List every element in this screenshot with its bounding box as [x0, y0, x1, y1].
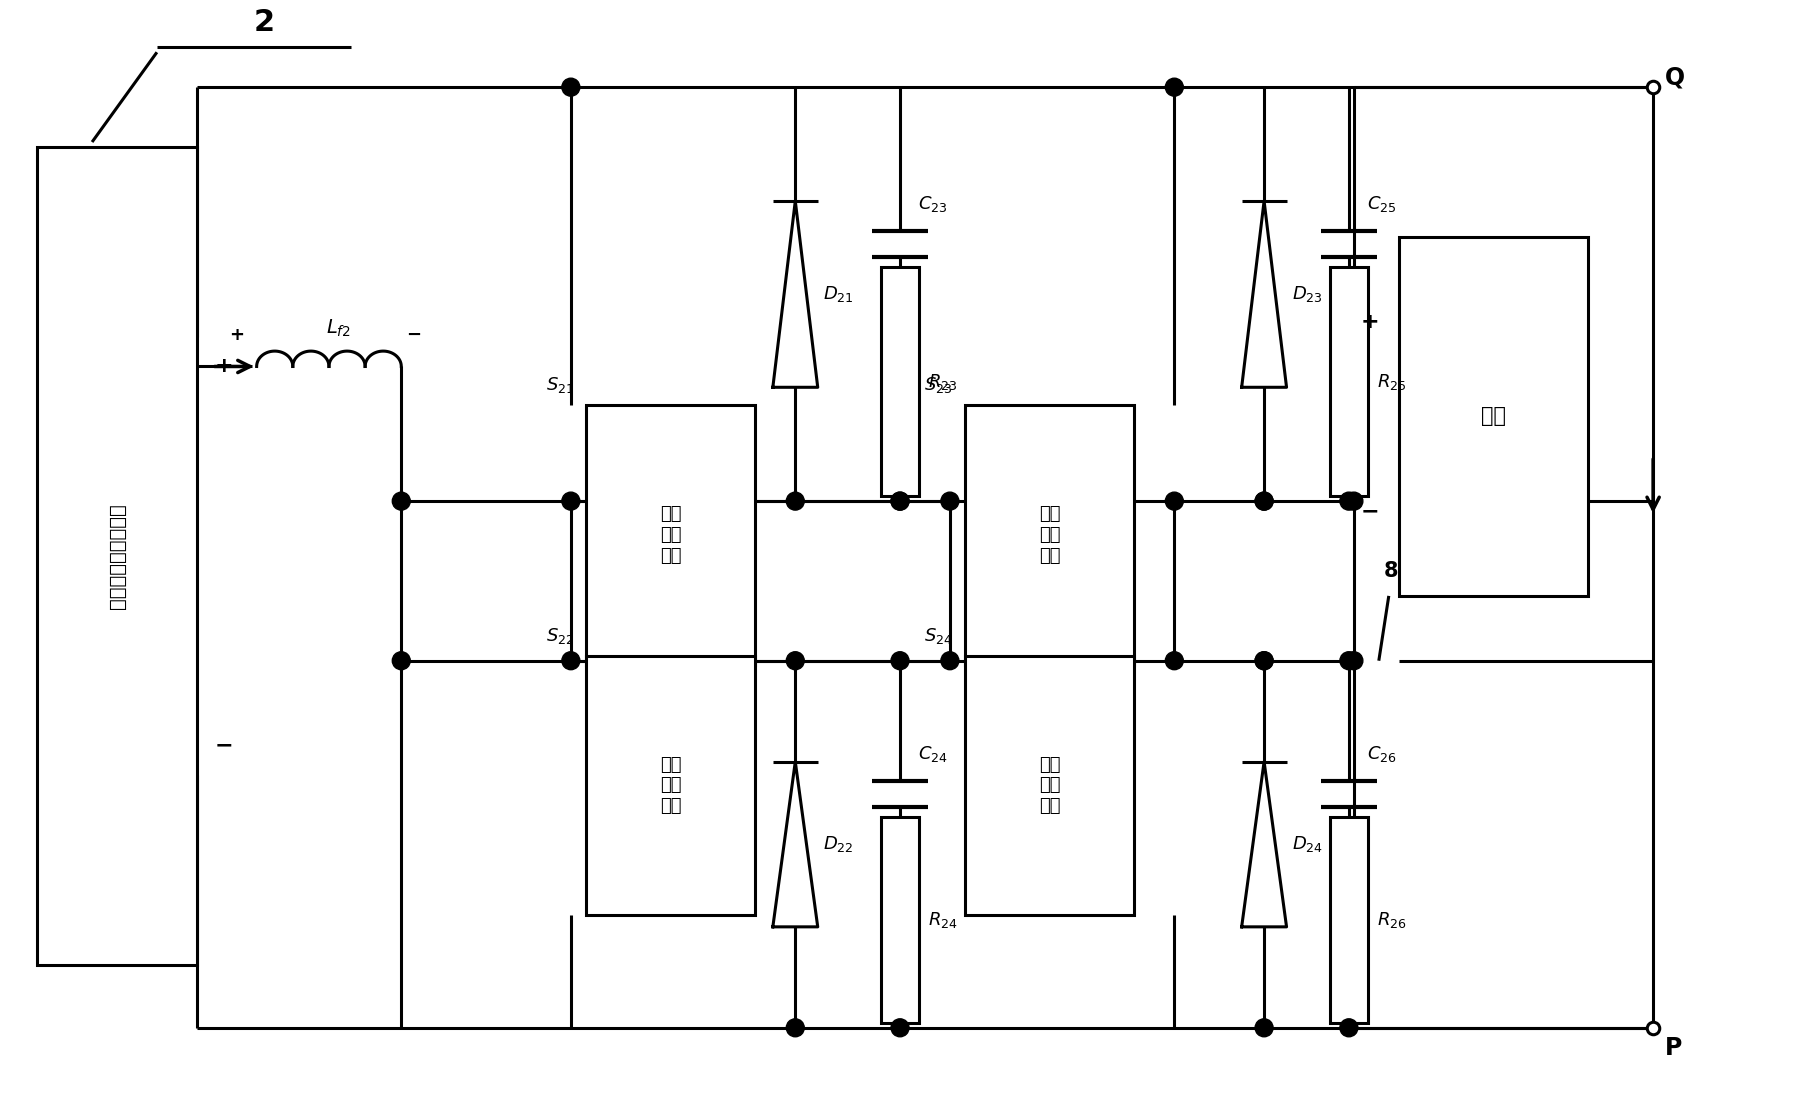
Text: $L_{f2}$: $L_{f2}$: [327, 318, 351, 339]
Circle shape: [941, 492, 959, 510]
Circle shape: [1339, 1018, 1357, 1037]
Text: $S_{22}$: $S_{22}$: [545, 625, 574, 646]
Text: 第二
四开
关管: 第二 四开 关管: [1039, 755, 1061, 815]
Text: 第二
二开
关管: 第二 二开 关管: [660, 755, 681, 815]
Circle shape: [561, 492, 580, 510]
Text: −: −: [214, 735, 233, 755]
Circle shape: [392, 492, 411, 510]
Bar: [1330, 268, 1368, 497]
Text: +: +: [229, 326, 243, 344]
Bar: [965, 405, 1134, 665]
Text: +: +: [1361, 312, 1379, 331]
Text: −: −: [1361, 501, 1379, 521]
Circle shape: [1345, 652, 1363, 669]
Text: −: −: [405, 326, 422, 344]
Text: 带副边的平衡电抗器: 带副边的平衡电抗器: [107, 503, 127, 609]
Circle shape: [890, 492, 908, 510]
Circle shape: [787, 492, 805, 510]
Circle shape: [1165, 652, 1183, 669]
Text: $D_{23}$: $D_{23}$: [1292, 284, 1323, 304]
Circle shape: [890, 652, 908, 669]
Text: $S_{23}$: $S_{23}$: [925, 375, 952, 395]
Circle shape: [561, 652, 580, 669]
Text: $R_{26}$: $R_{26}$: [1377, 911, 1406, 930]
Bar: [881, 817, 919, 1023]
Circle shape: [1339, 652, 1357, 669]
Bar: [965, 656, 1134, 915]
Circle shape: [1256, 652, 1274, 669]
Circle shape: [1165, 78, 1183, 96]
Circle shape: [1256, 1018, 1274, 1037]
Text: $R_{23}$: $R_{23}$: [928, 372, 958, 392]
Bar: [36, 148, 196, 964]
Text: P: P: [1664, 1036, 1683, 1060]
Text: $C_{23}$: $C_{23}$: [918, 195, 947, 215]
Bar: [881, 268, 919, 497]
Text: $C_{26}$: $C_{26}$: [1366, 744, 1397, 764]
Text: $R_{25}$: $R_{25}$: [1377, 372, 1406, 392]
Text: $S_{21}$: $S_{21}$: [545, 375, 574, 395]
Circle shape: [787, 1018, 805, 1037]
Text: $C_{24}$: $C_{24}$: [918, 744, 948, 764]
Text: $S_{24}$: $S_{24}$: [925, 625, 952, 646]
Circle shape: [941, 652, 959, 669]
Circle shape: [1256, 492, 1274, 510]
Text: 第二
一开
关管: 第二 一开 关管: [660, 505, 681, 565]
Circle shape: [890, 1018, 908, 1037]
Text: Q: Q: [1664, 65, 1684, 89]
Circle shape: [1165, 492, 1183, 510]
Circle shape: [890, 492, 908, 510]
Text: 第二
三开
关管: 第二 三开 关管: [1039, 505, 1061, 565]
Text: 2: 2: [254, 8, 274, 36]
Circle shape: [1256, 492, 1274, 510]
Circle shape: [561, 78, 580, 96]
Bar: [1399, 237, 1588, 596]
Text: 8: 8: [1385, 560, 1399, 581]
Text: $D_{24}$: $D_{24}$: [1292, 835, 1323, 854]
Circle shape: [1256, 652, 1274, 669]
Text: $D_{22}$: $D_{22}$: [823, 835, 854, 854]
Circle shape: [392, 652, 411, 669]
Text: 负载: 负载: [1481, 406, 1506, 426]
Circle shape: [1345, 492, 1363, 510]
Text: +: +: [214, 357, 233, 377]
Bar: [585, 405, 756, 665]
Text: $R_{24}$: $R_{24}$: [928, 911, 958, 930]
Bar: [1330, 817, 1368, 1023]
Text: $C_{25}$: $C_{25}$: [1366, 195, 1397, 215]
Circle shape: [1339, 492, 1357, 510]
Circle shape: [787, 652, 805, 669]
Text: $D_{21}$: $D_{21}$: [823, 284, 854, 304]
Bar: [585, 656, 756, 915]
